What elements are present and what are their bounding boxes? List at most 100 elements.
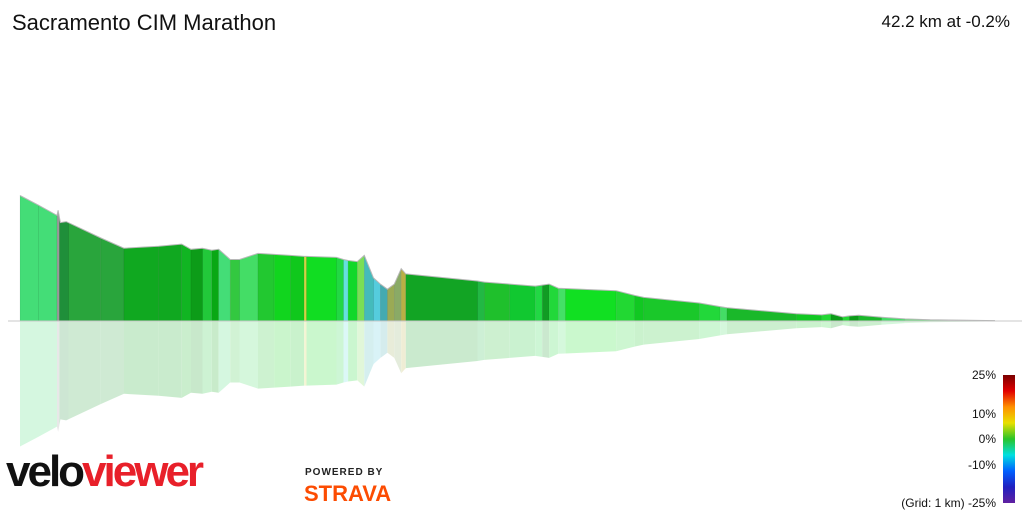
profile-segment-9[interactable] bbox=[190, 247, 203, 322]
profile-segment-32[interactable] bbox=[484, 281, 511, 322]
reflection-segment-0 bbox=[20, 321, 39, 447]
reflection-segment-14 bbox=[239, 321, 258, 389]
profile-segment-20[interactable] bbox=[336, 257, 344, 322]
profile-segment-19[interactable] bbox=[306, 256, 337, 322]
profile-segment-15[interactable] bbox=[257, 253, 275, 322]
reflection-segment-4 bbox=[68, 321, 101, 420]
profile-segment-44[interactable] bbox=[726, 307, 797, 322]
profile-segment-11[interactable] bbox=[211, 249, 219, 322]
reflection-segment-22 bbox=[348, 321, 358, 382]
reflection-segment-25 bbox=[373, 321, 381, 365]
profile-segment-38[interactable] bbox=[565, 288, 617, 322]
reflection-segment-52 bbox=[904, 321, 995, 324]
profile-outline bbox=[19, 195, 996, 322]
profile-segment-39[interactable] bbox=[615, 290, 635, 322]
logo-velo: velo bbox=[6, 447, 85, 496]
reflection-segment-10 bbox=[202, 321, 212, 394]
profile-segment-33[interactable] bbox=[509, 283, 536, 322]
profile-segment-31[interactable] bbox=[477, 280, 485, 322]
reflection-segment-23 bbox=[357, 321, 365, 387]
profile-segment-2[interactable] bbox=[56, 210, 60, 322]
profile-segment-13[interactable] bbox=[229, 259, 240, 322]
profile-segment-29[interactable] bbox=[400, 268, 407, 322]
reflection-segment-31 bbox=[477, 321, 485, 361]
profile-segment-37[interactable] bbox=[558, 287, 566, 322]
reflection-segment-16 bbox=[274, 321, 291, 388]
profile-segment-0[interactable] bbox=[19, 195, 39, 322]
reflection-segment-17 bbox=[290, 321, 305, 387]
profile-segment-5[interactable] bbox=[100, 237, 125, 322]
profile-segments bbox=[19, 195, 996, 322]
profile-segment-35[interactable] bbox=[541, 283, 550, 322]
reflection-segment-13 bbox=[230, 321, 240, 383]
reflection-segment-49 bbox=[849, 321, 859, 327]
profile-segment-30[interactable] bbox=[405, 273, 478, 322]
reflection-segment-28 bbox=[394, 321, 402, 374]
profile-segment-40[interactable] bbox=[634, 295, 645, 322]
reflection-segment-24 bbox=[364, 321, 374, 387]
profile-segment-26[interactable] bbox=[380, 283, 388, 322]
profile-segment-18[interactable] bbox=[303, 256, 307, 322]
strava-logo[interactable]: STRAVA bbox=[304, 481, 392, 506]
reflection-segment-27 bbox=[387, 321, 395, 358]
reflection-segment-39 bbox=[616, 321, 635, 352]
logo-viewer: viewer bbox=[82, 447, 204, 496]
reflection-segment-26 bbox=[380, 321, 388, 358]
reflection-segment-12 bbox=[218, 321, 231, 393]
profile-segment-36[interactable] bbox=[548, 283, 559, 322]
reflection-segment-29 bbox=[401, 321, 406, 374]
profile-segment-6[interactable] bbox=[123, 245, 159, 322]
reflection-segment-2 bbox=[57, 321, 60, 432]
profile-segment-24[interactable] bbox=[364, 255, 374, 322]
reflection-segment-19 bbox=[306, 321, 337, 386]
profile-reflection bbox=[20, 321, 995, 447]
profile-segment-34[interactable] bbox=[534, 284, 543, 322]
reflection-segment-35 bbox=[542, 321, 550, 358]
profile-segment-21[interactable] bbox=[343, 259, 349, 322]
reflection-segment-7 bbox=[158, 321, 182, 398]
reflection-segment-6 bbox=[124, 321, 159, 396]
profile-segment-3[interactable] bbox=[59, 216, 69, 322]
reflection-segment-47 bbox=[831, 321, 843, 329]
route-summary: 42.2 km at -0.2% bbox=[881, 12, 1010, 31]
reflection-segment-11 bbox=[211, 321, 219, 393]
profile-segment-25[interactable] bbox=[373, 277, 381, 322]
reflection-segment-1 bbox=[38, 321, 57, 437]
reflection-segment-43 bbox=[720, 321, 727, 336]
profile-segment-14[interactable] bbox=[239, 253, 259, 322]
profile-segment-16[interactable] bbox=[273, 254, 291, 322]
profile-segment-22[interactable] bbox=[347, 260, 358, 322]
reflection-segment-46 bbox=[821, 321, 831, 329]
reflection-segment-30 bbox=[405, 321, 478, 369]
reflection-segment-15 bbox=[258, 321, 275, 389]
profile-segment-8[interactable] bbox=[181, 243, 192, 322]
profile-segment-41[interactable] bbox=[643, 297, 700, 322]
profile-segment-4[interactable] bbox=[68, 222, 102, 322]
reflection-segment-5 bbox=[100, 321, 124, 404]
veloviewer-logo[interactable]: veloviewer bbox=[6, 447, 204, 496]
profile-segment-1[interactable] bbox=[38, 204, 58, 322]
reflection-segment-9 bbox=[191, 321, 203, 394]
profile-segment-43[interactable] bbox=[719, 306, 728, 322]
route-title: Sacramento CIM Marathon bbox=[12, 10, 277, 35]
profile-segment-12[interactable] bbox=[218, 248, 231, 322]
reflection-segment-44 bbox=[727, 321, 797, 335]
reflection-segment-41 bbox=[643, 321, 700, 345]
profile-segment-17[interactable] bbox=[290, 255, 305, 322]
reflection-segment-32 bbox=[484, 321, 510, 360]
reflection-segment-51 bbox=[881, 321, 905, 325]
reflection-segment-18 bbox=[304, 321, 307, 386]
reflection-segment-38 bbox=[565, 321, 617, 354]
reflection-segment-20 bbox=[336, 321, 344, 385]
reflection-segment-48 bbox=[842, 321, 850, 327]
profile-segment-27[interactable] bbox=[387, 283, 395, 322]
reflection-segment-42 bbox=[699, 321, 721, 339]
profile-segment-10[interactable] bbox=[202, 247, 213, 322]
reflection-segment-33 bbox=[509, 321, 536, 358]
reflection-segment-8 bbox=[181, 321, 191, 398]
profile-segment-23[interactable] bbox=[357, 254, 365, 322]
reflection-segment-34 bbox=[535, 321, 543, 357]
reflection-segment-21 bbox=[343, 321, 349, 383]
profile-segment-7[interactable] bbox=[158, 243, 182, 322]
